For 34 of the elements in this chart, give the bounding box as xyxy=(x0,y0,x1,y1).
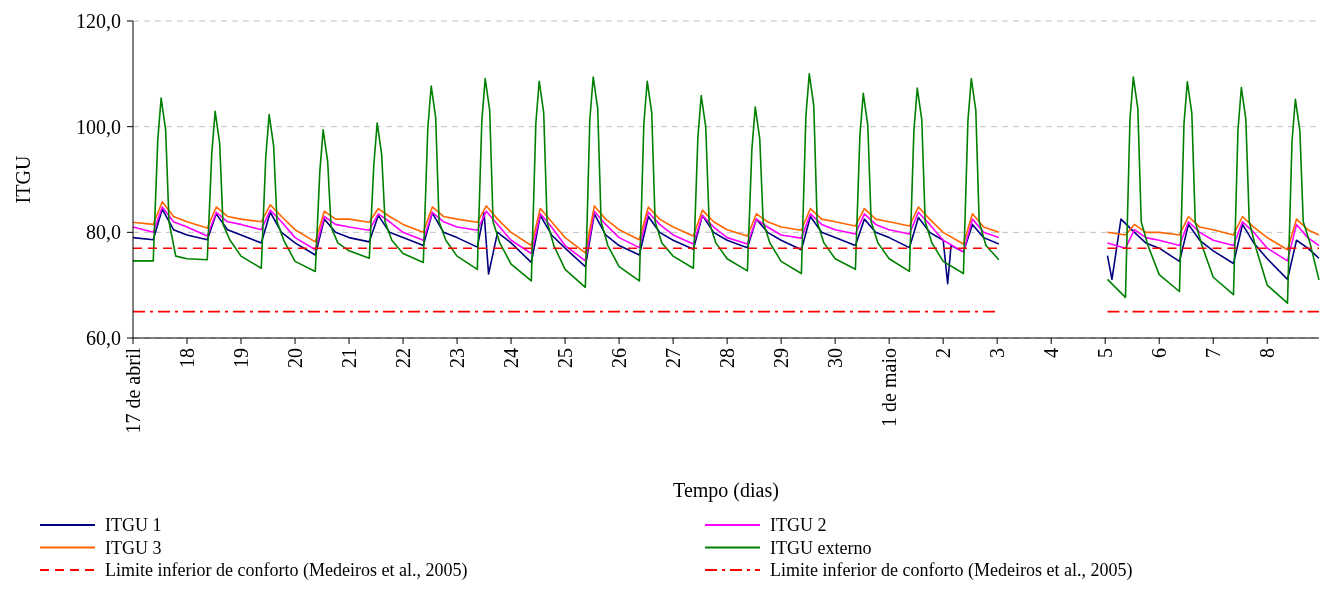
x-tick-label: 30 xyxy=(824,348,847,368)
x-tick-label: 25 xyxy=(554,348,577,368)
x-tick-label: 2 xyxy=(932,348,955,358)
x-tick-label: 19 xyxy=(230,348,253,368)
x-tick-label: 18 xyxy=(176,348,199,368)
x-tick-label: 27 xyxy=(662,348,685,368)
x-tick-label: 26 xyxy=(608,348,631,368)
y-axis-title: ITGU xyxy=(12,155,34,204)
x-tick-label: 23 xyxy=(446,348,469,368)
legend-label: ITGU 1 xyxy=(105,515,162,535)
x-tick-label: 5 xyxy=(1094,348,1117,358)
y-tick-label: 60,0 xyxy=(86,327,121,349)
x-tick-label: 21 xyxy=(338,348,361,368)
y-tick-label: 120,0 xyxy=(76,10,121,32)
legend-label: ITGU externo xyxy=(770,537,872,558)
x-tick-label: 7 xyxy=(1202,348,1225,358)
x-tick-label: 29 xyxy=(770,348,793,368)
legend-label: Limite inferior de conforto (Medeiros et al., 2005) xyxy=(105,560,468,581)
x-tick-label: 28 xyxy=(716,348,739,368)
x-tick-label: 22 xyxy=(392,348,415,368)
x-tick-label: 4 xyxy=(1040,348,1063,358)
legend-label: ITGU 3 xyxy=(105,537,162,558)
legend-label: ITGU 2 xyxy=(770,515,827,535)
x-tick-label: 1 de maio xyxy=(878,348,901,427)
y-tick-label: 80,0 xyxy=(86,221,121,244)
x-tick-label: 20 xyxy=(284,348,307,368)
y-tick-label: 100,0 xyxy=(76,115,121,138)
x-tick-label: 17 de abril xyxy=(122,347,144,434)
x-tick-label: 24 xyxy=(500,348,523,368)
x-tick-label: 3 xyxy=(986,348,1009,358)
legend-label: Limite inferior de conforto (Medeiros et al., 2005) xyxy=(770,560,1133,581)
x-axis-title: Tempo (dias) xyxy=(673,479,779,502)
x-tick-label: 6 xyxy=(1148,348,1171,358)
x-tick-label: 8 xyxy=(1256,348,1279,358)
